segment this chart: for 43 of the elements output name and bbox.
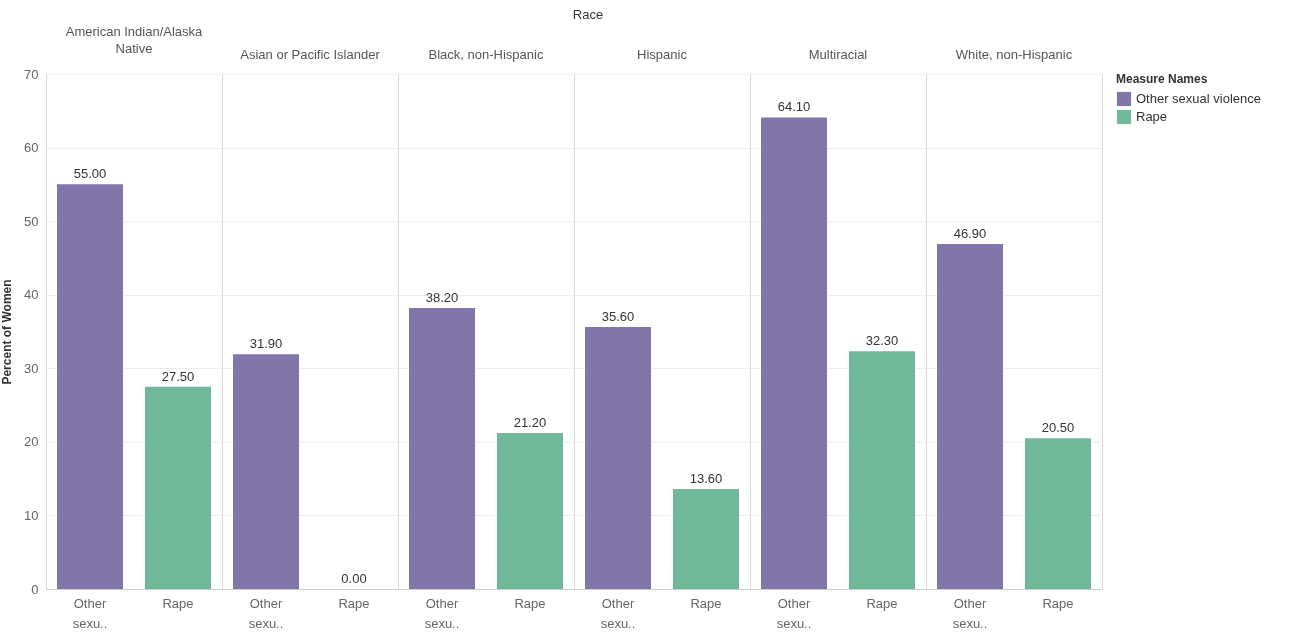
x-tick-label: Other sexu.. (600, 595, 636, 631)
x-tick-label: Other sexu.. (424, 595, 460, 631)
y-tick-label: 40 (24, 287, 39, 303)
x-tick-label: Other sexu.. (248, 595, 284, 631)
data-label: 31.90 (249, 336, 283, 352)
x-tick-label: Rape (338, 595, 370, 611)
chart-title: Asian or Pacific Islander (240, 47, 381, 62)
x-tick-label: Rape (162, 595, 194, 611)
data-label: 13.60 (689, 470, 723, 486)
data-label: 0.00 (341, 571, 367, 586)
y-tick-label: 50 (24, 213, 39, 229)
x-tick-label: Rape (690, 595, 722, 611)
chart-title: White, non-Hispanic (955, 47, 1073, 62)
y-tick-label: 10 (24, 507, 39, 523)
x-tick-label: Rape (514, 595, 546, 611)
chart-title: American Indian/Alaska Native (65, 24, 204, 56)
chart-title: Multiracial (808, 47, 868, 62)
text: Race (572, 7, 604, 22)
legend-label: Other sexual violence (1136, 91, 1262, 106)
data-label: 20.50 (1041, 420, 1075, 436)
x-tick-label: Rape (866, 595, 898, 611)
data-label: 64.10 (777, 99, 811, 115)
y-tick-label: 30 (24, 360, 39, 376)
chart-title: Hispanic (637, 47, 688, 62)
data-label: 55.00 (73, 166, 107, 182)
x-tick-label: Other sexu.. (72, 595, 108, 631)
chart-title: Black, non-Hispanic (428, 47, 544, 62)
y-tick-label: 20 (24, 434, 39, 450)
x-tick-label: Rape (1042, 595, 1074, 611)
y-tick-label: 60 (24, 140, 39, 156)
legend-title: Measure Names (1116, 72, 1208, 86)
y-tick-label: 0 (31, 581, 39, 597)
data-label: 27.50 (161, 368, 195, 384)
data-label: 38.20 (425, 289, 459, 305)
data-label: 32.30 (865, 333, 899, 349)
x-tick-label: Other sexu.. (952, 595, 988, 631)
legend-label: Rape (1136, 109, 1168, 124)
data-label: 46.90 (953, 225, 987, 241)
y-tick-label: 70 (24, 66, 39, 82)
y-axis-title: Percent of Women (0, 279, 15, 385)
data-label: 21.20 (513, 415, 547, 431)
data-label: 35.60 (601, 309, 635, 325)
x-tick-label: Other sexu.. (776, 595, 812, 631)
